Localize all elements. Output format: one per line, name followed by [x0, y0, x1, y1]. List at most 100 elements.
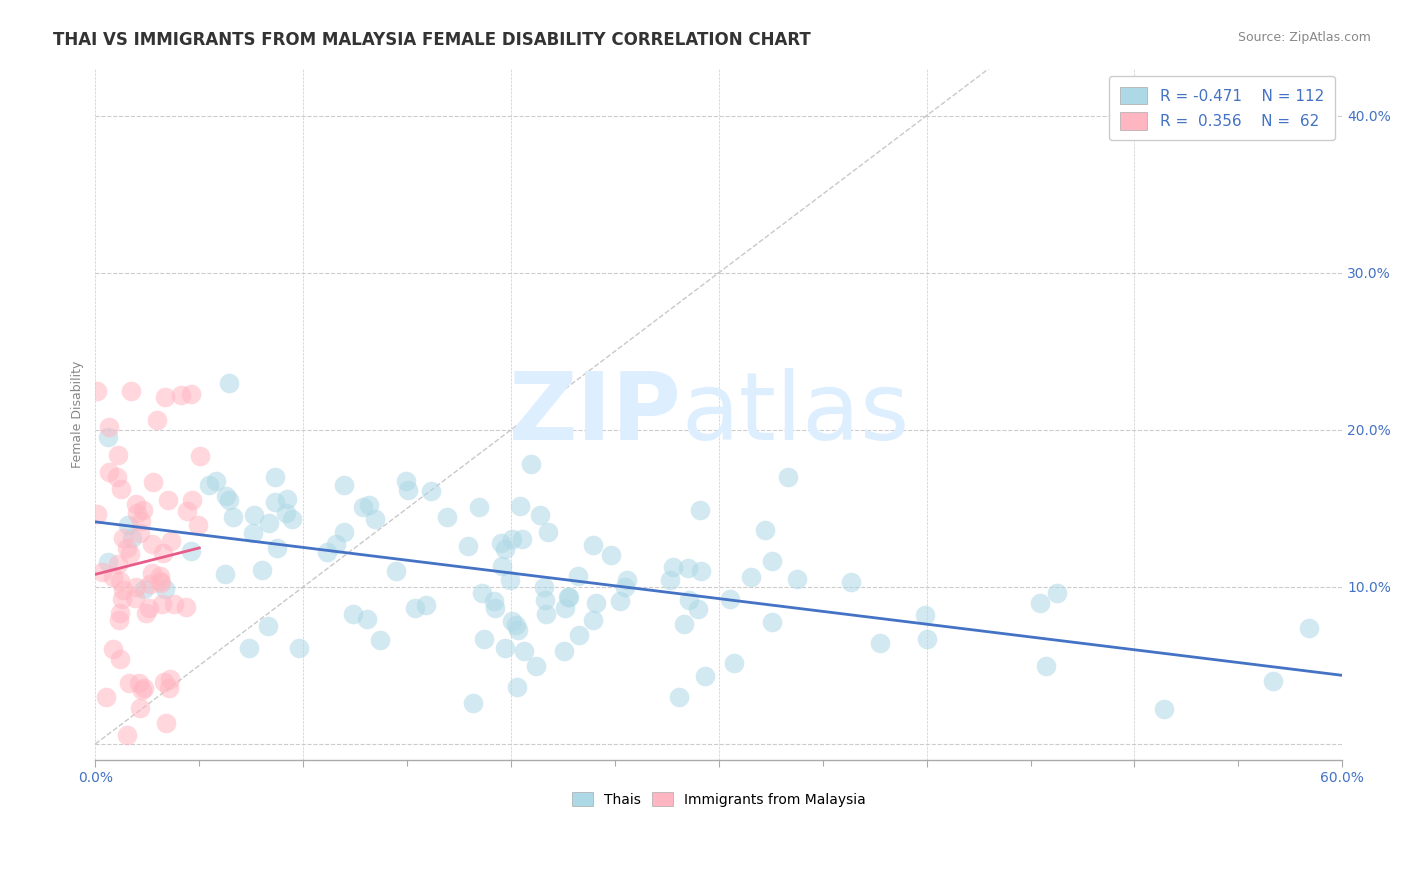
Point [489, 536, 512, 550]
Point [395, 475, 418, 489]
Point [118, 547, 141, 561]
Point [613, 580, 636, 594]
Point [131, 682, 153, 697]
Point [690, 565, 713, 579]
Point [107, 469, 129, 483]
Point [468, 500, 491, 515]
Point [786, 572, 808, 586]
Point [509, 499, 531, 513]
Point [553, 644, 575, 658]
Point [288, 640, 311, 655]
Point [723, 657, 745, 671]
Point [149, 574, 172, 589]
Point [352, 500, 374, 514]
Point [139, 576, 162, 591]
Point [149, 569, 172, 583]
Point [86, 384, 108, 399]
Y-axis label: Female Disability: Female Disability [72, 360, 84, 467]
Point [111, 592, 134, 607]
Point [494, 641, 516, 656]
Point [180, 544, 202, 558]
Point [754, 524, 776, 538]
Point [141, 537, 163, 551]
Point [342, 607, 364, 622]
Point [333, 525, 356, 540]
Point [263, 470, 285, 484]
Point [128, 525, 150, 540]
Point [533, 580, 555, 594]
Point [494, 541, 516, 556]
Point [370, 633, 392, 648]
Point [471, 586, 494, 600]
Point [915, 632, 938, 646]
Point [135, 606, 157, 620]
Point [214, 489, 236, 503]
Point [281, 512, 304, 526]
Text: THAI VS IMMIGRANTS FROM MALAYSIA FEMALE DISABILITY CORRELATION CHART: THAI VS IMMIGRANTS FROM MALAYSIA FEMALE … [53, 31, 811, 49]
Point [97, 555, 120, 569]
Point [86, 507, 108, 521]
Point [776, 470, 799, 484]
Point [115, 541, 138, 556]
Point [214, 567, 236, 582]
Point [491, 559, 513, 574]
Point [384, 564, 406, 578]
Point [134, 681, 156, 696]
Point [159, 681, 181, 695]
Point [484, 601, 506, 615]
Text: ZIP: ZIP [509, 368, 682, 460]
Point [761, 554, 783, 568]
Point [364, 512, 387, 526]
Point [662, 559, 685, 574]
Point [107, 558, 129, 572]
Point [176, 504, 198, 518]
Point [107, 448, 129, 462]
Point [129, 514, 152, 528]
Point [1046, 585, 1069, 599]
Point [110, 574, 132, 588]
Point [129, 700, 152, 714]
Point [1153, 702, 1175, 716]
Point [150, 598, 173, 612]
Point [688, 601, 710, 615]
Point [180, 492, 202, 507]
Point [101, 569, 124, 583]
Point [257, 516, 280, 531]
Point [107, 613, 129, 627]
Point [155, 582, 177, 597]
Point [356, 612, 378, 626]
Point [582, 537, 605, 551]
Point [536, 607, 558, 622]
Point [157, 492, 180, 507]
Point [557, 591, 579, 605]
Point [142, 475, 165, 489]
Point [609, 594, 631, 608]
Point [325, 537, 347, 551]
Point [118, 676, 141, 690]
Point [97, 430, 120, 444]
Point [557, 590, 579, 604]
Point [124, 591, 146, 606]
Point [537, 525, 560, 540]
Text: Source: ZipAtlas.com: Source: ZipAtlas.com [1237, 31, 1371, 45]
Point [1029, 596, 1052, 610]
Point [520, 458, 543, 472]
Point [155, 715, 177, 730]
Point [513, 644, 536, 658]
Point [108, 607, 131, 621]
Point [529, 508, 551, 522]
Point [121, 532, 143, 546]
Point [484, 594, 506, 608]
Point [141, 566, 163, 580]
Point [149, 576, 172, 591]
Point [204, 475, 226, 489]
Point [678, 592, 700, 607]
Point [554, 601, 576, 615]
Point [914, 607, 936, 622]
Point [457, 539, 479, 553]
Point [111, 582, 134, 597]
Point [163, 597, 186, 611]
Point [218, 493, 240, 508]
Point [276, 492, 298, 507]
Point [689, 503, 711, 517]
